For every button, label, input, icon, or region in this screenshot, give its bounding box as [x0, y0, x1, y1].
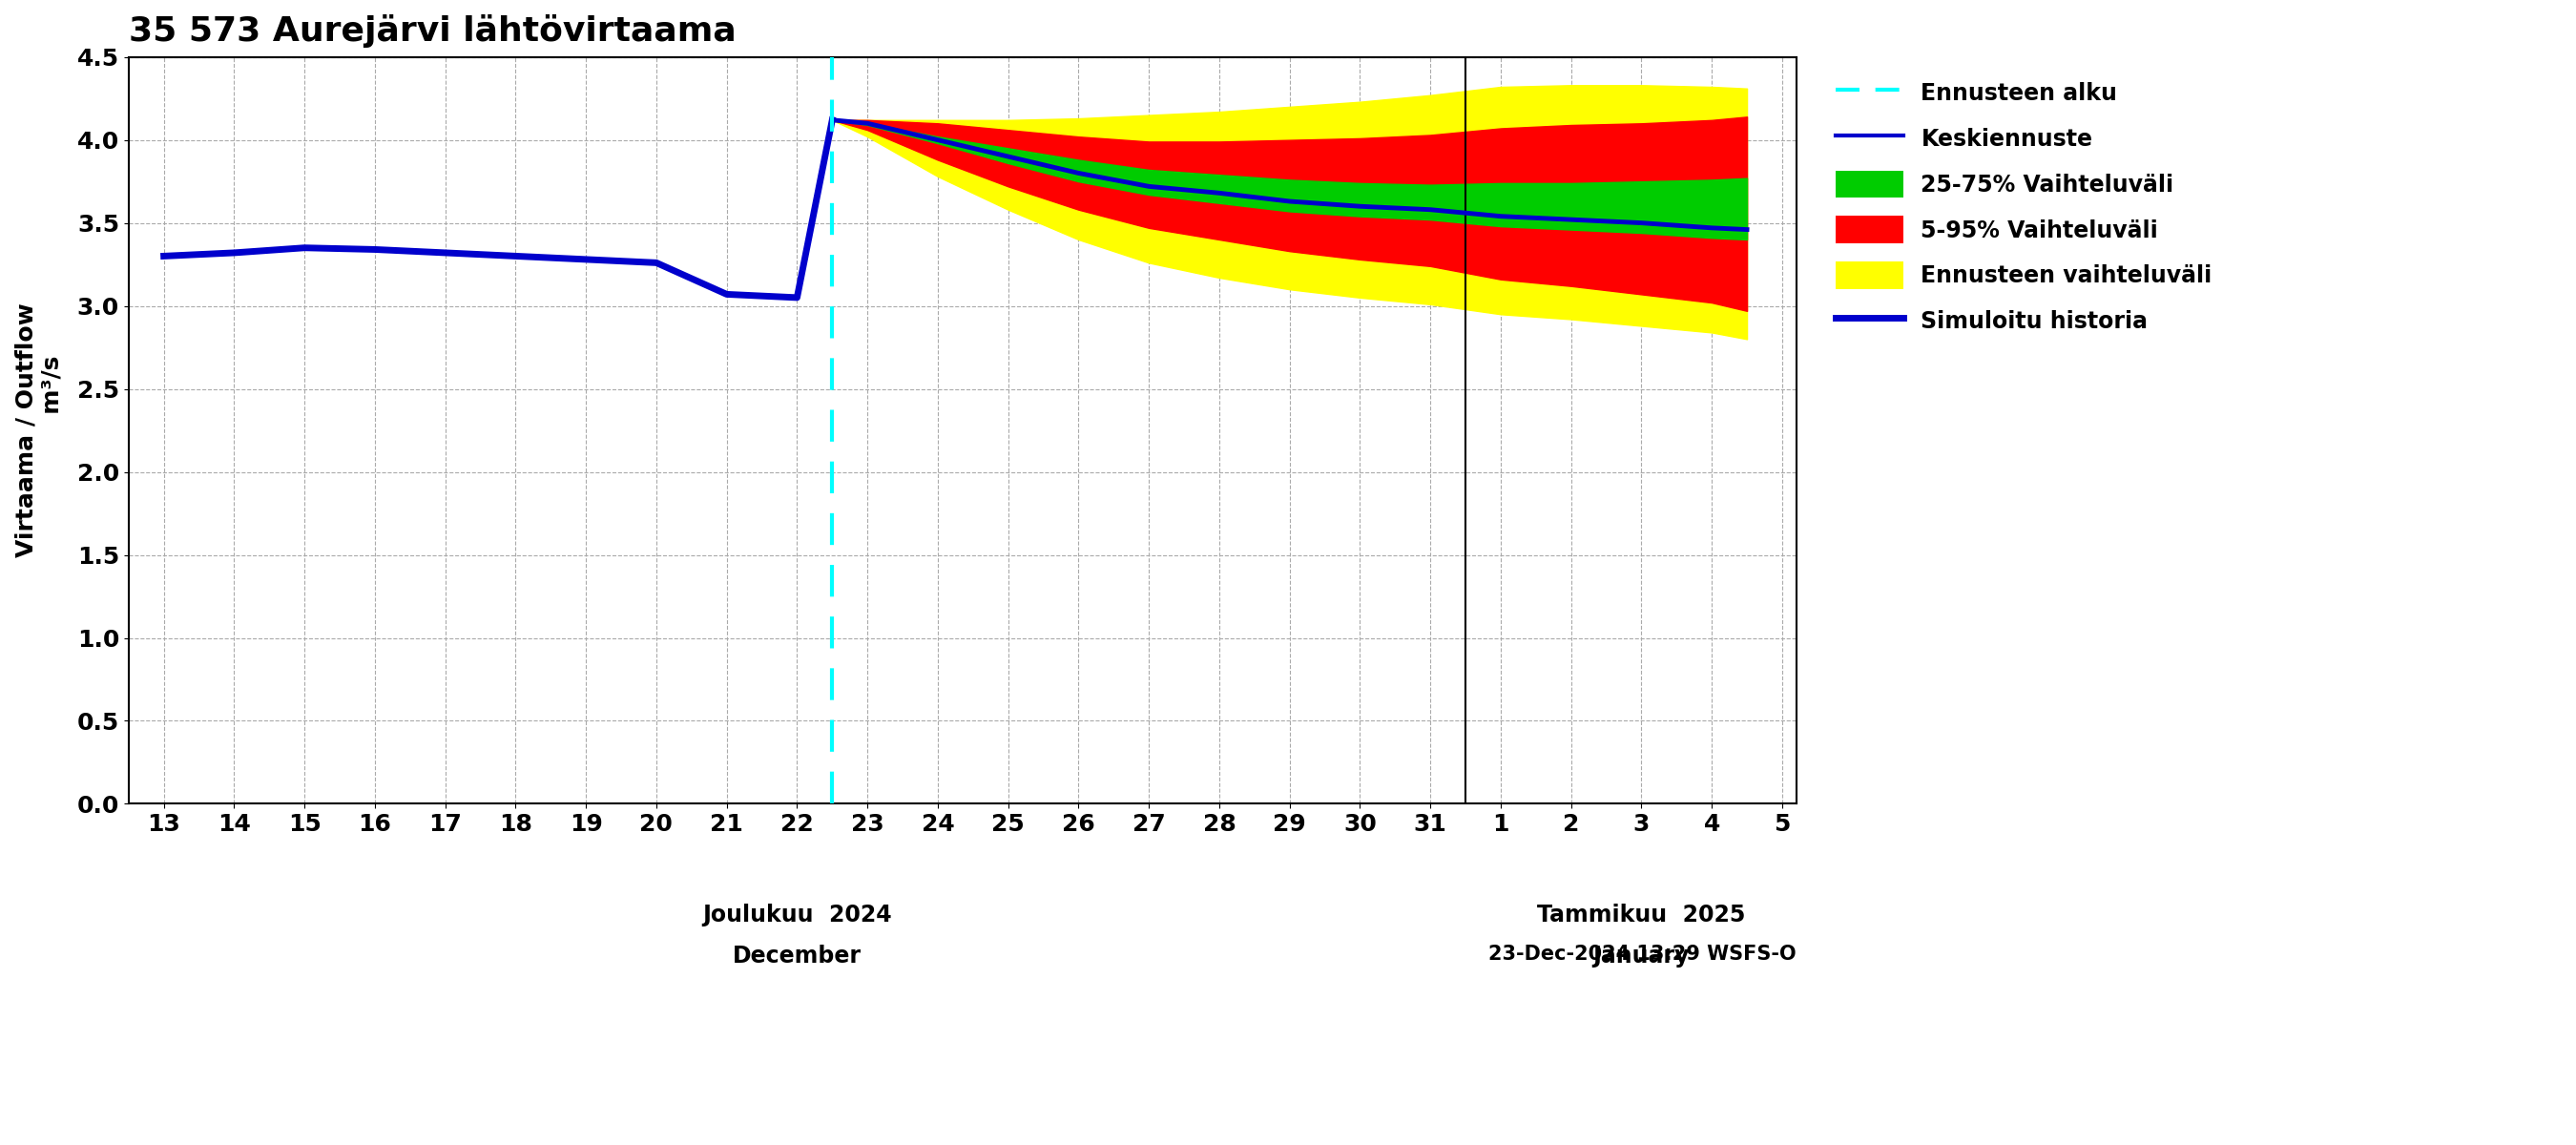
Text: December: December [732, 945, 860, 968]
Text: Joulukuu  2024: Joulukuu 2024 [703, 903, 891, 926]
Text: Tammikuu  2025: Tammikuu 2025 [1538, 903, 1747, 926]
Y-axis label: Virtaama / Outflow
           m³/s: Virtaama / Outflow m³/s [15, 303, 64, 558]
Text: 35 573 Aurejärvi lähtövirtaama: 35 573 Aurejärvi lähtövirtaama [129, 14, 737, 48]
Text: 23-Dec-2024 13:29 WSFS-O: 23-Dec-2024 13:29 WSFS-O [1489, 945, 1795, 964]
Text: January: January [1592, 945, 1690, 968]
Legend: Ennusteen alku, Keskiennuste, 25-75% Vaihteluväli, 5-95% Vaihteluväli, Ennusteen: Ennusteen alku, Keskiennuste, 25-75% Vai… [1824, 69, 2223, 346]
